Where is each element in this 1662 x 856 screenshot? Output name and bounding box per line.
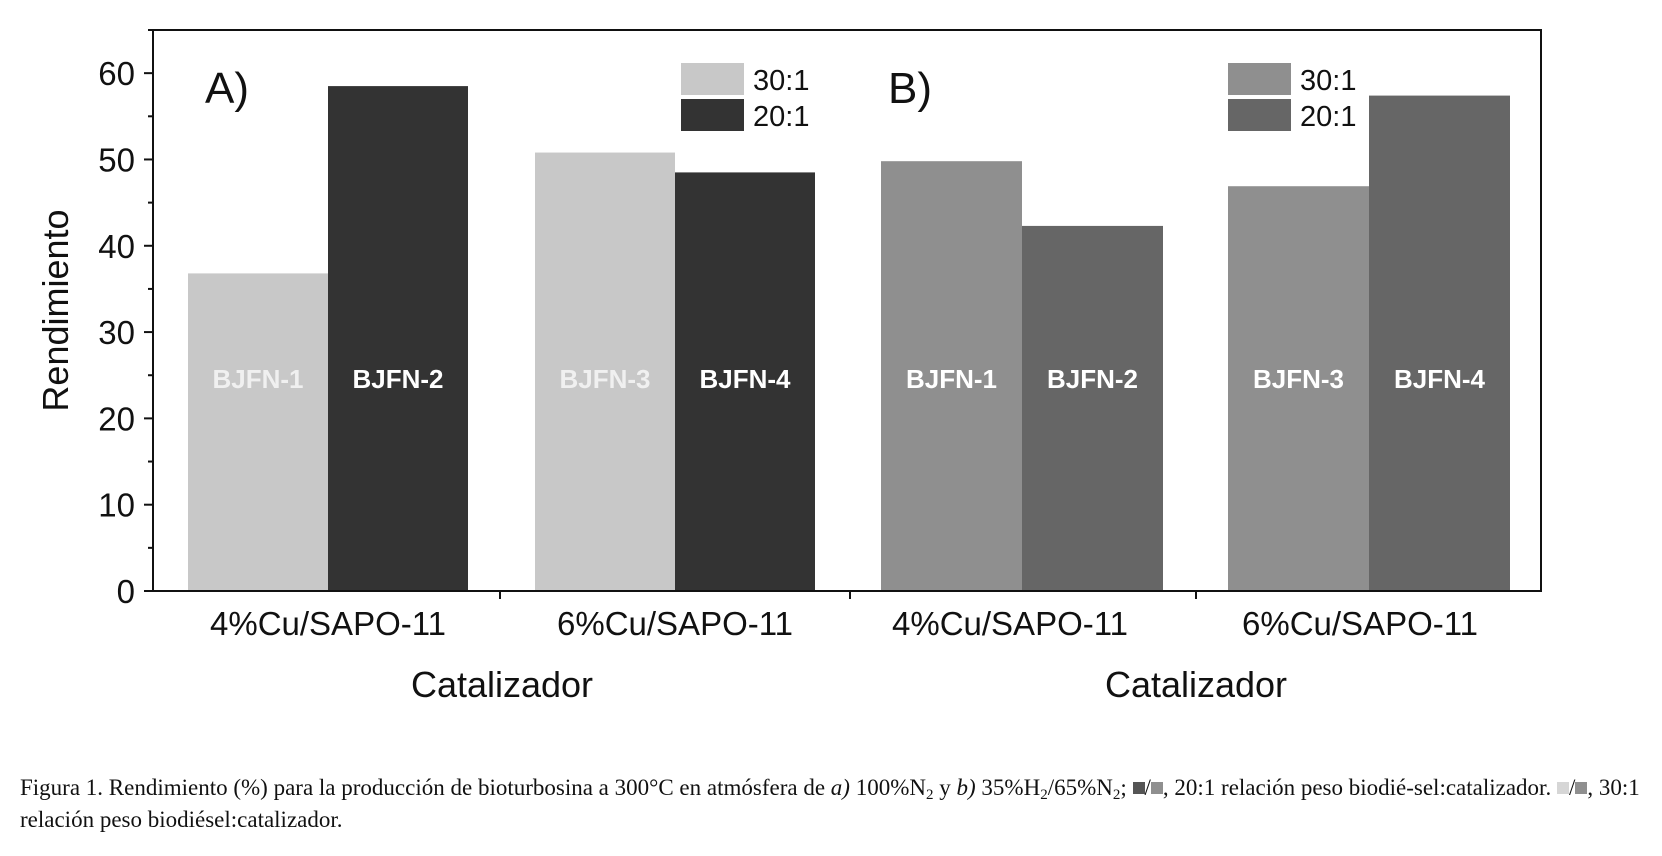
swatch-mid-icon xyxy=(1575,782,1588,794)
plot-frame xyxy=(152,29,1542,592)
bar xyxy=(188,273,328,591)
bar-label: BJFN-1 xyxy=(212,364,303,394)
bar-chart: 0 10 20 30 40 50 60 Rendimiento BJFN-1 BJFN-2 4%Cu… xyxy=(35,29,1542,705)
x-tick-label: 6%Cu/SAPO-11 xyxy=(557,605,793,642)
bar xyxy=(328,86,468,591)
caption-text-3: y xyxy=(933,775,957,800)
bar xyxy=(1228,186,1369,591)
legend-swatch xyxy=(1228,99,1291,131)
y-axis-label: Rendimiento xyxy=(35,209,76,411)
caption-slash: / xyxy=(1144,775,1151,800)
caption-text-6: ; xyxy=(1120,775,1133,800)
caption-subscript: 2 xyxy=(1040,787,1048,803)
legend-label: 30:1 xyxy=(1300,65,1356,97)
bar-label: BJFN-1 xyxy=(906,364,997,394)
legend-label: 20:1 xyxy=(753,101,809,133)
bar xyxy=(1022,225,1163,591)
legend-label: 30:1 xyxy=(753,65,809,97)
x-axis-label: Catalizador xyxy=(1105,664,1287,705)
figure-caption: Figura 1. Rendimiento (%) para la produc… xyxy=(20,772,1640,836)
legend-label: 20:1 xyxy=(1300,101,1356,133)
bar xyxy=(535,152,675,591)
caption-text-5: /65%N xyxy=(1047,775,1113,800)
y-tick-label: 0 xyxy=(117,573,135,610)
caption-b-label: b) xyxy=(956,775,976,800)
y-tick-label: 50 xyxy=(98,141,135,178)
x-tick-label: 4%Cu/SAPO-11 xyxy=(892,605,1128,642)
y-tick-label: 40 xyxy=(98,228,135,265)
caption-text-1: Figura 1. Rendimiento (%) para la produc… xyxy=(20,775,831,800)
legend-swatch xyxy=(1228,63,1291,95)
panel-label: B) xyxy=(888,64,932,113)
caption-subscript: 2 xyxy=(925,787,934,803)
caption-subscript: 2 xyxy=(1112,787,1121,803)
y-tick-label: 10 xyxy=(98,487,135,524)
swatch-light-icon xyxy=(1556,782,1569,794)
y-tick-label: 30 xyxy=(98,314,135,351)
y-tick-label: 60 xyxy=(98,55,135,92)
x-axis-label: Catalizador xyxy=(411,664,593,705)
bar-label: BJFN-3 xyxy=(1253,364,1344,394)
y-tick-label: 20 xyxy=(98,400,135,437)
bar xyxy=(675,172,815,591)
caption-text-4: 35%H xyxy=(975,775,1041,800)
panel-label: A) xyxy=(205,64,249,113)
legend-swatch xyxy=(681,99,744,131)
x-tick-label: 4%Cu/SAPO-11 xyxy=(210,605,446,642)
x-tick-label: 6%Cu/SAPO-11 xyxy=(1242,605,1478,642)
swatch-dark-icon xyxy=(1132,782,1145,794)
legend-swatch xyxy=(681,63,744,95)
caption-text-7: , 20:1 relación peso biodié-sel:cataliza… xyxy=(1162,775,1557,800)
bar-label: BJFN-3 xyxy=(559,364,650,394)
bar xyxy=(1369,95,1510,592)
caption-a-label: a) xyxy=(830,775,850,800)
swatch-mid-icon xyxy=(1150,782,1163,794)
bar-label: BJFN-2 xyxy=(352,364,443,394)
bar xyxy=(881,161,1022,592)
bar-label: BJFN-4 xyxy=(1394,364,1486,394)
bar-label: BJFN-2 xyxy=(1047,364,1138,394)
caption-slash: / xyxy=(1568,775,1576,800)
bar-label: BJFN-4 xyxy=(699,364,791,394)
caption-text-8: , 30:1 relación peso biodiésel:catalizad… xyxy=(20,775,1640,832)
caption-text-2: 100%N xyxy=(849,775,926,800)
